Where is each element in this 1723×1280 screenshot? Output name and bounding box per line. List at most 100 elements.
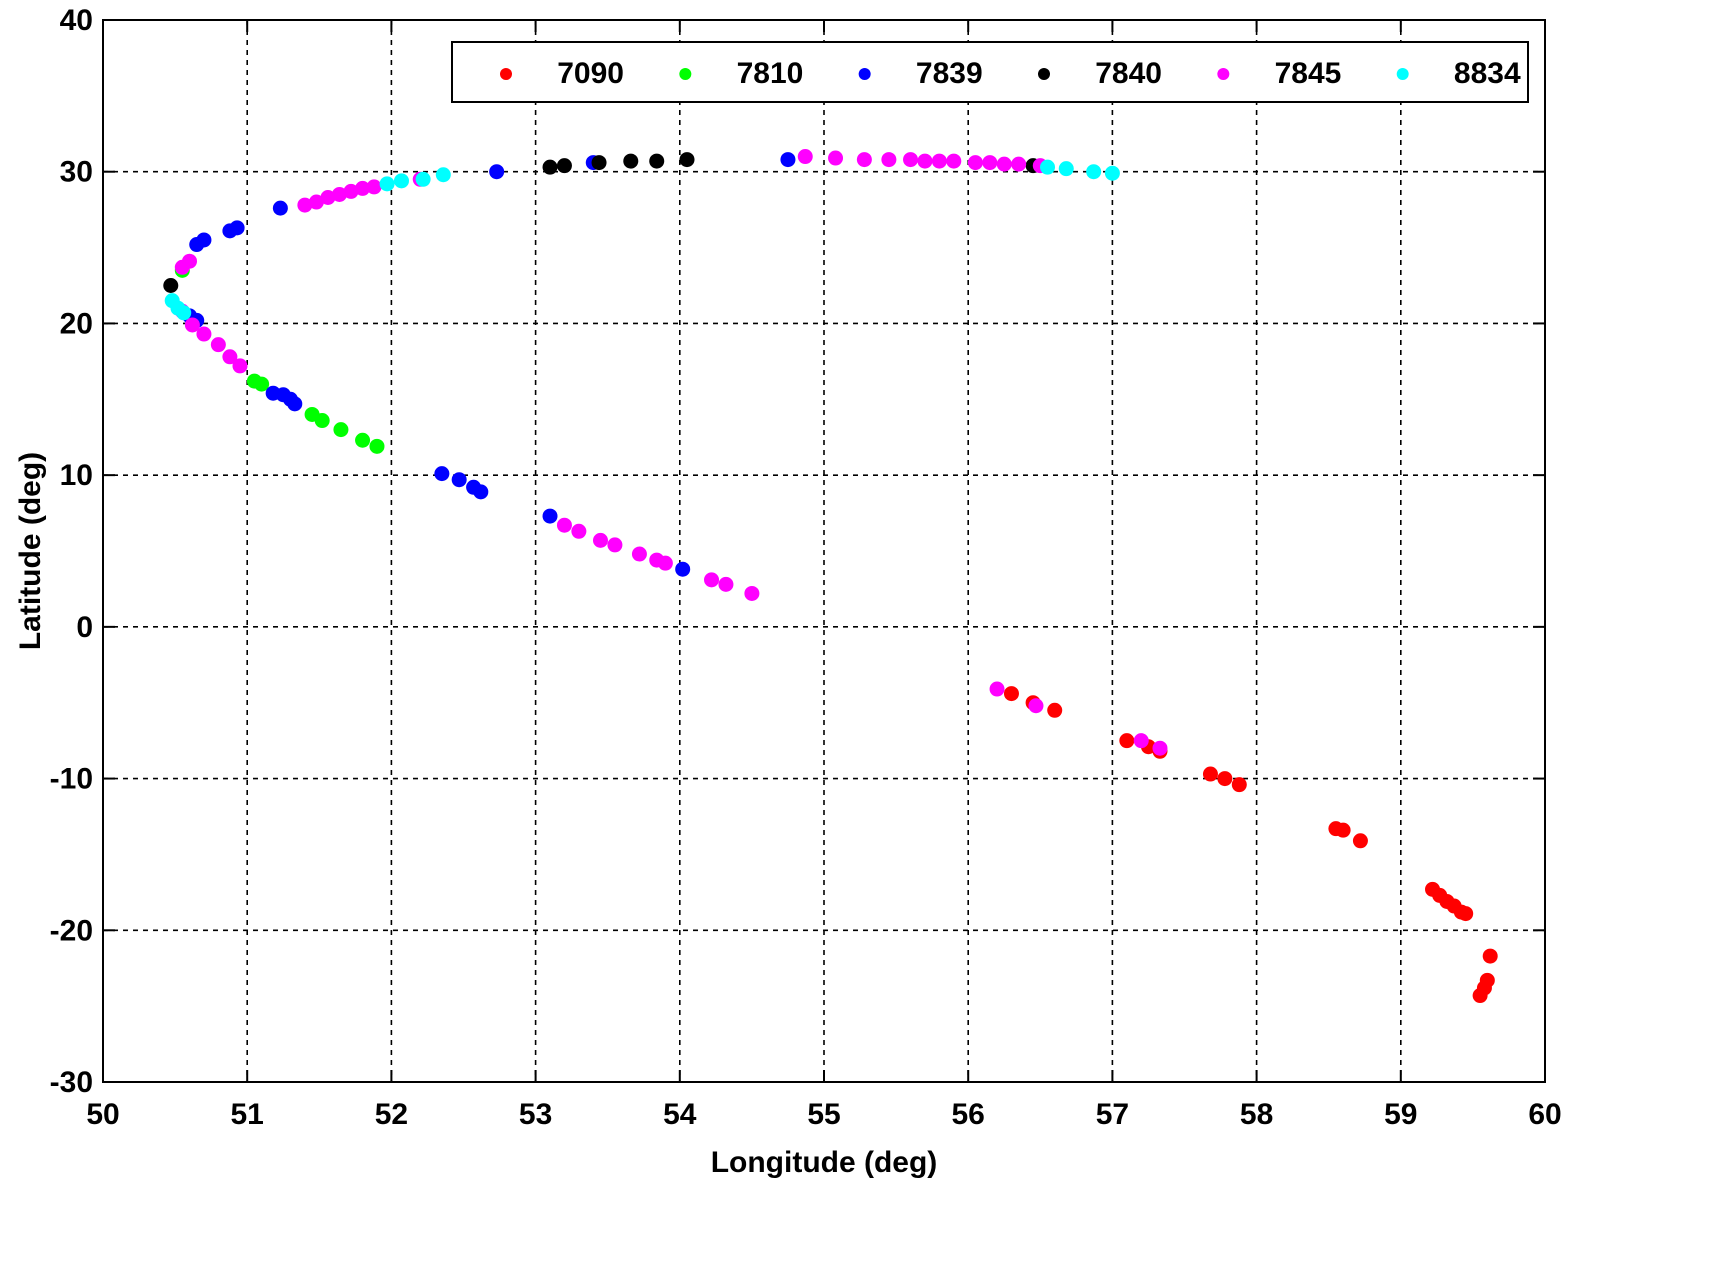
data-point-8834: [379, 176, 395, 192]
data-point-7845: [856, 152, 872, 168]
data-point-7845: [917, 153, 933, 169]
legend: 7090 7810 7839 7840 7845 8834: [451, 41, 1529, 103]
x-tick-label: 59: [1384, 1098, 1417, 1131]
data-point-7840: [542, 159, 558, 175]
data-point-7810: [314, 413, 330, 429]
data-point-7845: [308, 194, 324, 210]
x-tick-label: 56: [952, 1098, 985, 1131]
data-point-7810: [333, 422, 349, 438]
data-point-7845: [366, 179, 382, 195]
data-point-7845: [355, 180, 371, 196]
data-point-7845: [744, 585, 760, 601]
data-point-8834: [393, 173, 409, 189]
data-point-7090: [1458, 906, 1474, 922]
data-point-7839: [489, 164, 505, 180]
legend-marker-7839: [858, 68, 871, 80]
legend-marker-7845: [1217, 68, 1230, 80]
data-point-7845: [931, 153, 947, 169]
data-point-7840: [679, 152, 695, 168]
data-point-7839: [675, 561, 691, 577]
data-point-7845: [657, 555, 673, 571]
data-point-7090: [1217, 771, 1233, 787]
tick-labels: 50 51 52 53 54 55 56 57 58 59 60 -30 -20 -10 0 10 20 30 40: [50, 4, 1562, 1131]
data-point-7845: [182, 253, 198, 269]
data-point-7845: [989, 681, 1005, 697]
data-point-7090: [1472, 988, 1488, 1004]
data-point-7845: [343, 183, 359, 199]
x-tick-label: 51: [231, 1098, 264, 1131]
data-point-7845: [320, 190, 336, 206]
grid-lines: [103, 20, 1545, 1082]
data-point-7090: [1352, 833, 1368, 849]
x-tick-label: 57: [1096, 1098, 1129, 1131]
data-point-7839: [272, 200, 288, 216]
data-point-7845: [1028, 698, 1044, 714]
x-axis-label: Longitude (deg): [711, 1146, 938, 1179]
data-point-7845: [718, 576, 734, 592]
data-point-7090: [1231, 777, 1247, 793]
legend-box: [451, 41, 1529, 103]
y-tick-label: -30: [50, 1066, 93, 1099]
data-point-7090: [1047, 702, 1063, 718]
x-tick-label: 53: [519, 1098, 552, 1131]
legend-marker-7090: [500, 68, 512, 80]
data-point-7090: [1119, 733, 1135, 749]
data-point-7090: [1335, 822, 1351, 838]
data-point-7090: [1003, 686, 1019, 702]
x-tick-label: 58: [1240, 1098, 1273, 1131]
data-point-8834: [176, 305, 192, 321]
data-point-7840: [556, 158, 572, 174]
legend-label-7840: 7840: [1095, 57, 1162, 90]
data-point-7839: [473, 484, 489, 500]
data-point-7845: [996, 156, 1012, 172]
x-tick-label: 60: [1528, 1098, 1561, 1131]
data-point-7840: [623, 153, 639, 169]
data-point-7845: [797, 149, 813, 165]
data-point-7845: [556, 517, 572, 533]
x-tick-label: 55: [807, 1098, 840, 1131]
data-point-7845: [1011, 156, 1027, 172]
data-point-7845: [903, 152, 919, 168]
legend-marker-7810: [679, 68, 692, 80]
data-point-7090: [1482, 948, 1498, 964]
data-point-8834: [1040, 159, 1056, 175]
data-point-7845: [210, 337, 226, 353]
y-tick-label: 20: [60, 307, 93, 340]
legend-label-7810: 7810: [737, 57, 804, 90]
data-point-7845: [946, 153, 962, 169]
data-point-7845: [967, 155, 983, 171]
y-tick-label: 30: [60, 156, 93, 189]
data-point-7845: [592, 532, 608, 548]
data-point-7845: [1152, 740, 1168, 756]
y-tick-label: 40: [60, 4, 93, 37]
y-tick-label: 0: [76, 611, 93, 644]
data-point-7840: [163, 278, 179, 293]
data-point-7845: [982, 155, 998, 171]
data-point-7840: [591, 155, 607, 171]
legend-label-7845: 7845: [1275, 57, 1342, 90]
y-tick-label: -20: [50, 914, 93, 947]
data-point-8834: [415, 171, 431, 187]
data-point-7845: [196, 326, 212, 342]
data-point-7845: [331, 186, 347, 202]
data-point-8834: [1058, 161, 1074, 177]
data-point-7845: [184, 317, 200, 333]
data-point-7840: [649, 153, 665, 169]
data-point-7845: [222, 349, 238, 365]
data-point-7845: [571, 523, 587, 539]
x-tick-label: 52: [375, 1098, 408, 1131]
data-point-7839: [434, 466, 450, 482]
data-point-7810: [369, 438, 385, 454]
data-point-7839: [287, 396, 303, 412]
data-point-7845: [297, 197, 313, 213]
y-tick-label: -10: [50, 763, 93, 796]
data-point-7810: [254, 376, 270, 392]
data-point-8834: [435, 167, 451, 183]
data-point-7845: [828, 150, 844, 166]
legend-label-8834: 8834: [1454, 57, 1521, 90]
legend-label-7839: 7839: [916, 57, 983, 90]
data-point-7839: [229, 220, 245, 236]
data-points: [163, 149, 1498, 1004]
data-point-7845: [881, 152, 897, 168]
data-point-7839: [780, 152, 796, 168]
